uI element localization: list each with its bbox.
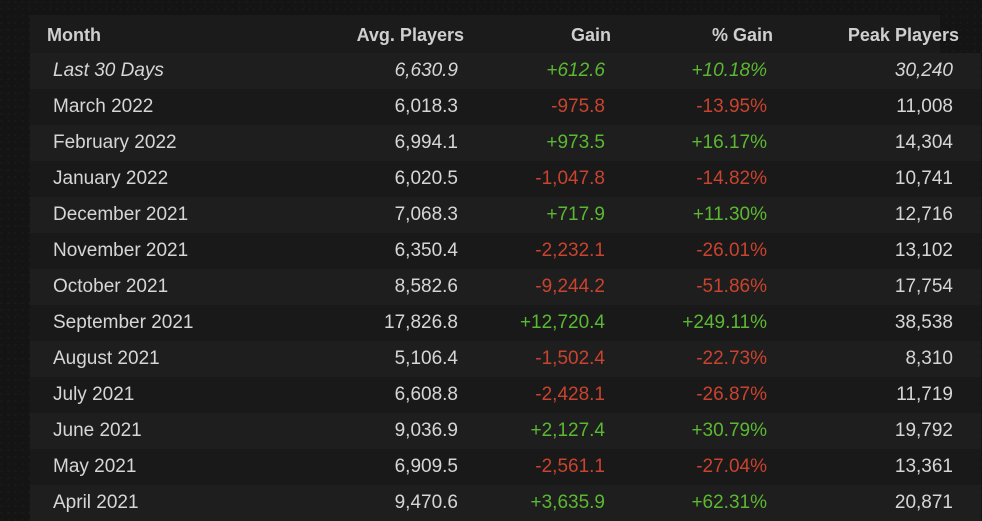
cell-gain: +2,127.4 — [466, 413, 611, 449]
table-row: April 2021 9,470.6 +3,635.9 +62.31% 20,871 — [30, 485, 981, 521]
cell-avg-players: 6,630.9 — [293, 53, 466, 89]
table-row: December 2021 7,068.3 +717.9 +11.30% 12,716 — [30, 197, 981, 233]
cell-month: December 2021 — [30, 197, 293, 233]
cell-month: August 2021 — [30, 341, 293, 377]
cell-percent-gain: -26.01% — [611, 233, 773, 269]
table-row: November 2021 6,350.4 -2,232.1 -26.01% 13,10… — [30, 233, 981, 269]
cell-avg-players: 17,826.8 — [293, 305, 466, 341]
table-row: May 2021 6,909.5 -2,561.1 -27.04% 13,361 — [30, 449, 981, 485]
cell-month: April 2021 — [30, 485, 293, 521]
cell-peak-players: 13,361 — [773, 449, 981, 485]
table-row: March 2022 6,018.3 -975.8 -13.95% 11,008 — [30, 89, 981, 125]
table-row: Last 30 Days 6,630.9 +612.6 +10.18% 30,240 — [30, 53, 981, 89]
table-row: September 2021 17,826.8 +12,720.4 +249.11% 3… — [30, 305, 981, 341]
cell-percent-gain: +11.30% — [611, 197, 773, 233]
cell-peak-players: 20,871 — [773, 485, 981, 521]
cell-percent-gain: +16.17% — [611, 125, 773, 161]
cell-peak-players: 13,102 — [773, 233, 981, 269]
cell-gain: -2,561.1 — [466, 449, 611, 485]
cell-peak-players: 11,719 — [773, 377, 981, 413]
cell-gain: -1,047.8 — [466, 161, 611, 197]
cell-percent-gain: -27.04% — [611, 449, 773, 485]
cell-avg-players: 6,020.5 — [293, 161, 466, 197]
table-header-row: Month Avg. Players Gain % Gain Peak Play… — [30, 17, 981, 53]
cell-month: Last 30 Days — [30, 53, 293, 89]
cell-percent-gain: -22.73% — [611, 341, 773, 377]
header-avg-players: Avg. Players — [356, 24, 464, 45]
cell-month: November 2021 — [30, 233, 293, 269]
table-row: July 2021 6,608.8 -2,428.1 -26.87% 11,719 — [30, 377, 981, 413]
cell-peak-players: 38,538 — [773, 305, 981, 341]
cell-avg-players: 9,036.9 — [293, 413, 466, 449]
cell-month: June 2021 — [30, 413, 293, 449]
cell-peak-players: 19,792 — [773, 413, 981, 449]
table-row: October 2021 8,582.6 -9,244.2 -51.86% 17,754 — [30, 269, 981, 305]
cell-month: September 2021 — [30, 305, 293, 341]
cell-avg-players: 6,608.8 — [293, 377, 466, 413]
cell-gain: -975.8 — [466, 89, 611, 125]
cell-percent-gain: +30.79% — [611, 413, 773, 449]
cell-month: February 2022 — [30, 125, 293, 161]
cell-avg-players: 7,068.3 — [293, 197, 466, 233]
cell-percent-gain: -13.95% — [611, 89, 773, 125]
header-gain: Gain — [570, 24, 611, 45]
header-month: Month — [47, 24, 101, 45]
cell-percent-gain: +249.11% — [611, 305, 773, 341]
cell-percent-gain: -14.82% — [611, 161, 773, 197]
cell-avg-players: 6,018.3 — [293, 89, 466, 125]
table-row: January 2022 6,020.5 -1,047.8 -14.82% 10,741 — [30, 161, 981, 197]
cell-percent-gain: +10.18% — [611, 53, 773, 89]
cell-month: October 2021 — [30, 269, 293, 305]
cell-percent-gain: -26.87% — [611, 377, 773, 413]
player-stats-table: Month Avg. Players Gain % Gain Peak Play… — [30, 17, 981, 521]
cell-avg-players: 5,106.4 — [293, 341, 466, 377]
header-peak-players: Peak Players — [847, 24, 959, 45]
cell-avg-players: 6,350.4 — [293, 233, 466, 269]
cell-peak-players: 8,310 — [773, 341, 981, 377]
cell-month: March 2022 — [30, 89, 293, 125]
cell-peak-players: 11,008 — [773, 89, 981, 125]
cell-gain: +717.9 — [466, 197, 611, 233]
cell-gain: -2,232.1 — [466, 233, 611, 269]
cell-gain: -2,428.1 — [466, 377, 611, 413]
cell-gain: +973.5 — [466, 125, 611, 161]
table-row: June 2021 9,036.9 +2,127.4 +30.79% 19,792 — [30, 413, 981, 449]
table-row: August 2021 5,106.4 -1,502.4 -22.73% 8,310 — [30, 341, 981, 377]
cell-gain: +612.6 — [466, 53, 611, 89]
table-row: February 2022 6,994.1 +973.5 +16.17% 14,304 — [30, 125, 981, 161]
cell-peak-players: 10,741 — [773, 161, 981, 197]
cell-peak-players: 12,716 — [773, 197, 981, 233]
cell-percent-gain: -51.86% — [611, 269, 773, 305]
cell-month: July 2021 — [30, 377, 293, 413]
cell-avg-players: 6,909.5 — [293, 449, 466, 485]
cell-peak-players: 17,754 — [773, 269, 981, 305]
cell-gain: +3,635.9 — [466, 485, 611, 521]
cell-month: January 2022 — [30, 161, 293, 197]
header-percent-gain: % Gain — [711, 24, 773, 45]
cell-peak-players: 30,240 — [773, 53, 981, 89]
cell-gain: -1,502.4 — [466, 341, 611, 377]
cell-avg-players: 8,582.6 — [293, 269, 466, 305]
cell-peak-players: 14,304 — [773, 125, 981, 161]
cell-percent-gain: +62.31% — [611, 485, 773, 521]
cell-month: May 2021 — [30, 449, 293, 485]
cell-gain: -9,244.2 — [466, 269, 611, 305]
cell-avg-players: 9,470.6 — [293, 485, 466, 521]
cell-avg-players: 6,994.1 — [293, 125, 466, 161]
cell-gain: +12,720.4 — [466, 305, 611, 341]
